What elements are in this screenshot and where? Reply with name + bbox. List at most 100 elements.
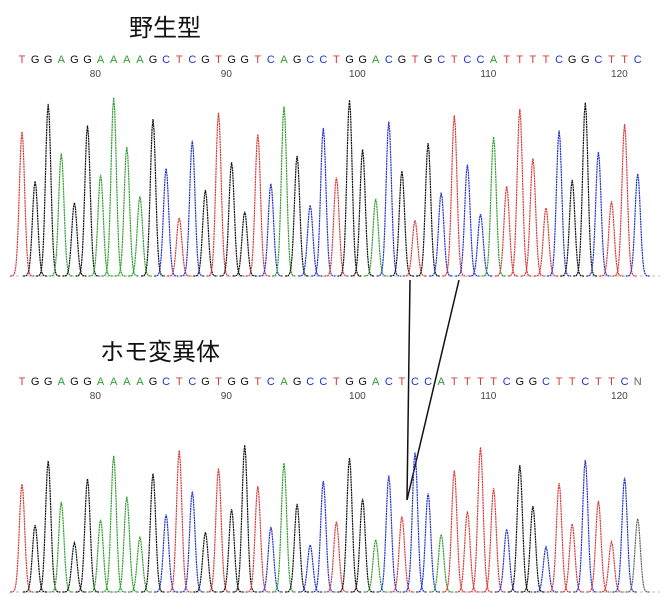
base-letter: G (240, 54, 249, 66)
trace-peak (586, 501, 610, 592)
base-letter: A (110, 376, 118, 388)
base-letter: G (70, 376, 79, 388)
base-letter: G (293, 376, 302, 388)
base-letter: A (280, 54, 288, 66)
panel-title: 野生型 (129, 15, 201, 42)
base-letter: G (70, 54, 79, 66)
base-letter: T (621, 54, 628, 66)
trace-peak (455, 511, 479, 592)
position-label: 110 (480, 69, 496, 80)
trace-peak (49, 502, 73, 592)
base-letter: A (97, 376, 105, 388)
trace-peak (626, 519, 650, 592)
base-letter: C (411, 376, 419, 388)
base-letter: T (608, 54, 615, 66)
base-letter: T (608, 376, 615, 388)
base-letter: C (555, 54, 563, 66)
base-letter: C (634, 54, 642, 66)
base-letter: C (306, 54, 314, 66)
base-letter: T (19, 376, 26, 388)
base-letter: T (412, 54, 419, 66)
base-letter: A (372, 54, 380, 66)
base-letter: T (333, 54, 340, 66)
base-letter: C (437, 54, 445, 66)
base-letter: G (44, 54, 53, 66)
base-letter: G (227, 376, 236, 388)
base-letter: N (634, 376, 642, 388)
base-letter: G (345, 54, 354, 66)
connector-line (407, 280, 410, 500)
base-letter: T (19, 54, 26, 66)
base-letter: A (280, 376, 288, 388)
base-letter: C (385, 54, 393, 66)
base-letter: G (83, 376, 92, 388)
trace-peak (115, 147, 139, 276)
position-label: 80 (90, 69, 102, 80)
base-letter: G (149, 376, 158, 388)
base-letter: A (490, 54, 498, 66)
base-letter: C (267, 54, 275, 66)
base-letter: T (451, 376, 458, 388)
base-letter: C (319, 54, 327, 66)
base-letter: T (530, 54, 537, 66)
connector-line (407, 280, 459, 500)
base-letter: A (97, 54, 105, 66)
base-letter: T (595, 376, 602, 388)
base-letter: C (162, 376, 170, 388)
position-label: 120 (611, 391, 628, 402)
base-letter: A (58, 376, 66, 388)
base-letter: C (621, 376, 629, 388)
position-label: 120 (611, 69, 628, 80)
trace-peak (547, 483, 571, 592)
trace-peak (547, 131, 571, 277)
base-letter: T (569, 376, 576, 388)
trace-peak (455, 165, 479, 276)
base-letter: T (516, 54, 523, 66)
base-letter: G (201, 376, 210, 388)
base-letter: C (385, 376, 393, 388)
base-letter: C (188, 376, 196, 388)
base-letter: G (240, 376, 249, 388)
base-letter: A (136, 54, 144, 66)
base-letter: G (227, 54, 236, 66)
base-letter: G (31, 376, 40, 388)
base-letter: T (503, 54, 510, 66)
page: 野生型 ホモ変異体 TGGAGGAAAAGCTCGTGGTCAGCCTGGACG… (0, 0, 663, 597)
base-letter: G (345, 376, 354, 388)
base-letter: T (254, 54, 261, 66)
base-letter: G (31, 54, 40, 66)
base-letter: T (464, 376, 471, 388)
base-letter: A (136, 376, 144, 388)
base-letter: G (149, 54, 158, 66)
position-label: 110 (480, 391, 496, 402)
trace-peak (311, 481, 335, 592)
panel-title: ホモ変異体 (100, 339, 220, 366)
base-letter: T (543, 54, 550, 66)
base-letter: C (581, 376, 589, 388)
trace-peak (154, 169, 178, 277)
base-letter: C (267, 376, 275, 388)
trace-peak (626, 174, 650, 276)
base-letter: C (503, 376, 511, 388)
base-letter: G (398, 54, 407, 66)
base-letter: T (451, 54, 458, 66)
base-letter: A (110, 54, 118, 66)
base-letter: G (424, 54, 433, 66)
base-letter: T (215, 54, 222, 66)
base-letter: G (201, 54, 210, 66)
figure: 野生型 ホモ変異体 TGGAGGAAAAGCTCGTGGTCAGCCTGGACG… (0, 0, 663, 597)
base-letter: C (162, 54, 170, 66)
base-letter: G (83, 54, 92, 66)
base-letter: C (542, 376, 550, 388)
base-letter: G (529, 376, 538, 388)
position-label: 90 (221, 69, 233, 80)
trace-peak (259, 527, 283, 592)
base-letter: C (477, 54, 485, 66)
position-label: 100 (349, 391, 366, 402)
base-letter: G (293, 54, 302, 66)
base-letter: C (306, 376, 314, 388)
base-letter: G (358, 54, 367, 66)
base-letter: T (254, 376, 261, 388)
base-letter: G (516, 376, 525, 388)
base-letter: C (319, 376, 327, 388)
